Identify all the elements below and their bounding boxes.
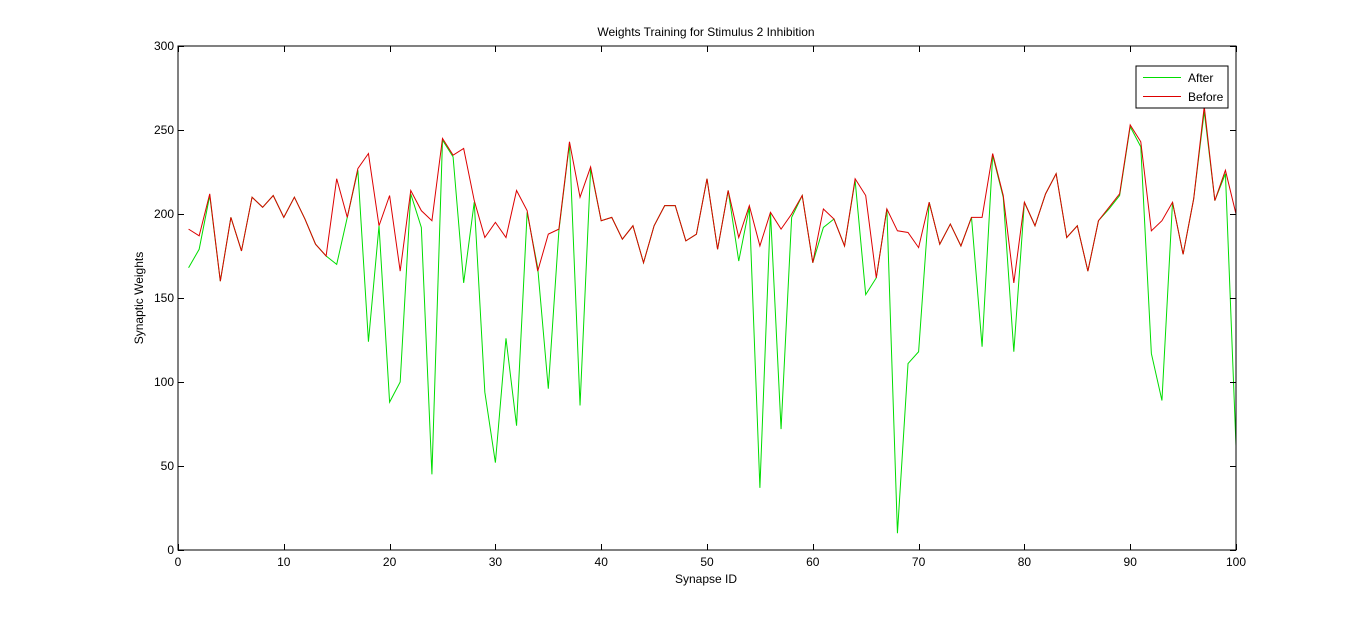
x-tick-label: 20 bbox=[383, 555, 397, 569]
x-tick-label: 30 bbox=[489, 555, 503, 569]
x-tick-label: 100 bbox=[1226, 555, 1246, 569]
x-tick-label: 80 bbox=[1018, 555, 1032, 569]
x-tick-label: 60 bbox=[806, 555, 820, 569]
y-tick-label: 0 bbox=[167, 543, 174, 557]
legend: After Before bbox=[1135, 65, 1229, 109]
plot-area: 0 10 20 30 40 50 60 70 80 90 100 0 50 100 150 200 250 30… bbox=[154, 39, 1246, 569]
legend-label-before: Before bbox=[1188, 90, 1224, 104]
legend-box bbox=[1135, 65, 1229, 109]
x-axis-ticks: 0 10 20 30 40 50 60 70 80 90 100 bbox=[175, 46, 1246, 569]
y-tick-label: 50 bbox=[161, 459, 175, 473]
y-tick-label: 200 bbox=[154, 207, 174, 221]
x-tick-label: 10 bbox=[277, 555, 291, 569]
chart-title: Weights Training for Stimulus 2 Inhibiti… bbox=[597, 25, 814, 39]
x-tick-label: 40 bbox=[595, 555, 609, 569]
y-axis-label: Synaptic Weights bbox=[132, 252, 146, 345]
series-line-before bbox=[188, 106, 1237, 283]
y-axis-ticks: 0 50 100 150 200 250 300 bbox=[154, 39, 1236, 557]
y-tick-label: 300 bbox=[154, 39, 174, 53]
y-tick-label: 250 bbox=[154, 123, 174, 137]
x-tick-label: 50 bbox=[700, 555, 714, 569]
x-axis-label: Synapse ID bbox=[675, 572, 737, 586]
x-tick-label: 70 bbox=[912, 555, 926, 569]
x-tick-label: 90 bbox=[1124, 555, 1138, 569]
y-tick-label: 100 bbox=[154, 375, 174, 389]
series-layer bbox=[188, 106, 1237, 534]
x-tick-label: 0 bbox=[175, 555, 182, 569]
y-tick-label: 150 bbox=[154, 291, 174, 305]
legend-label-after: After bbox=[1188, 71, 1213, 85]
plot-background bbox=[178, 46, 1236, 550]
